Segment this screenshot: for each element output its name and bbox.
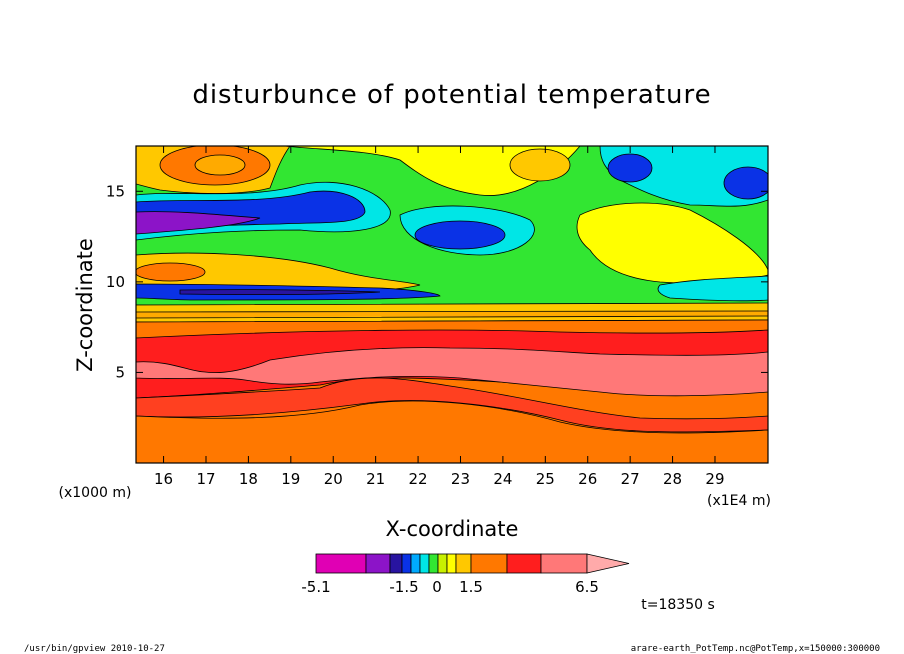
colorbar-labels: -5.1 -1.5 0 1.5 6.5 [301,578,599,596]
colorbar-label: -1.5 [389,578,418,596]
colorbar-segment [506,553,542,574]
upper-left-core [194,154,246,176]
x-tick-label: 17 [196,470,215,488]
band-bottom [136,400,768,463]
x-tick-label: 27 [621,470,640,488]
colorbar-segment [446,553,457,574]
colorbar-segment [389,553,403,574]
footer-left: /usr/bin/gpview 2010-10-27 [24,644,165,654]
colorbar-label: 1.5 [459,578,483,596]
x-tick-label: 19 [281,470,300,488]
y-tick-label: 5 [115,363,125,381]
x-tick-label: 23 [451,470,470,488]
colorbar-label: 6.5 [575,578,599,596]
contour-field [136,146,768,463]
band-pink [136,347,768,397]
y-axis-ticks: 5 10 15 [106,182,768,381]
y-unit-label: (x1000 m) [59,485,132,501]
orange-left-core [136,262,206,282]
footer-right: arare-earth_PotTemp.nc@PotTemp,x=150000:… [631,644,880,654]
blue-top-right-a [607,153,653,183]
x-tick-label: 18 [239,470,258,488]
x-tick-label: 29 [705,470,724,488]
colorbar-segment [315,553,367,574]
chart-title: disturbunce of potential temperature [192,80,711,110]
colorbar-segment [455,553,472,574]
colorbar-arrow [586,553,630,574]
colorbar-segment [540,553,588,574]
plot-frame [135,145,769,464]
x-unit-label: (x1E4 m) [707,493,771,509]
x-tick-label: 22 [409,470,428,488]
y-tick-label: 15 [106,182,125,200]
colorbar-segment [365,553,391,574]
blue-top-right-b [723,166,768,200]
band-red-lower [136,377,768,433]
colorbar-segment [410,553,421,574]
x-tick-label: 28 [663,470,682,488]
x-axis-ticks: 16 17 18 19 20 21 22 23 24 25 26 27 28 29 [154,146,725,488]
x-tick-label: 16 [154,470,173,488]
x-tick-label: 24 [493,470,512,488]
blue-center [414,220,506,250]
navy-streak [179,289,381,295]
cyan-right-mid [657,275,768,302]
time-label: t=18350 s [641,597,715,613]
x-axis-label: X-coordinate [386,517,519,541]
x-tick-label: 20 [324,470,343,488]
colorbar-segment [437,553,448,574]
x-tick-label: 26 [578,470,597,488]
colorbar-segment [401,553,412,574]
colorbar-segment [470,553,508,574]
y-tick-label: 10 [106,273,125,291]
colorbar-segment [419,553,430,574]
colorbar-segment [428,553,439,574]
colorbar-label: -5.1 [301,578,330,596]
purple-core [136,211,261,235]
colorbar [315,553,630,574]
colorbar-label: 0 [432,578,442,596]
orange-top-center [509,148,571,182]
y-axis-label: Z-coordinate [73,238,97,372]
x-tick-label: 21 [366,470,385,488]
x-tick-label: 25 [536,470,555,488]
